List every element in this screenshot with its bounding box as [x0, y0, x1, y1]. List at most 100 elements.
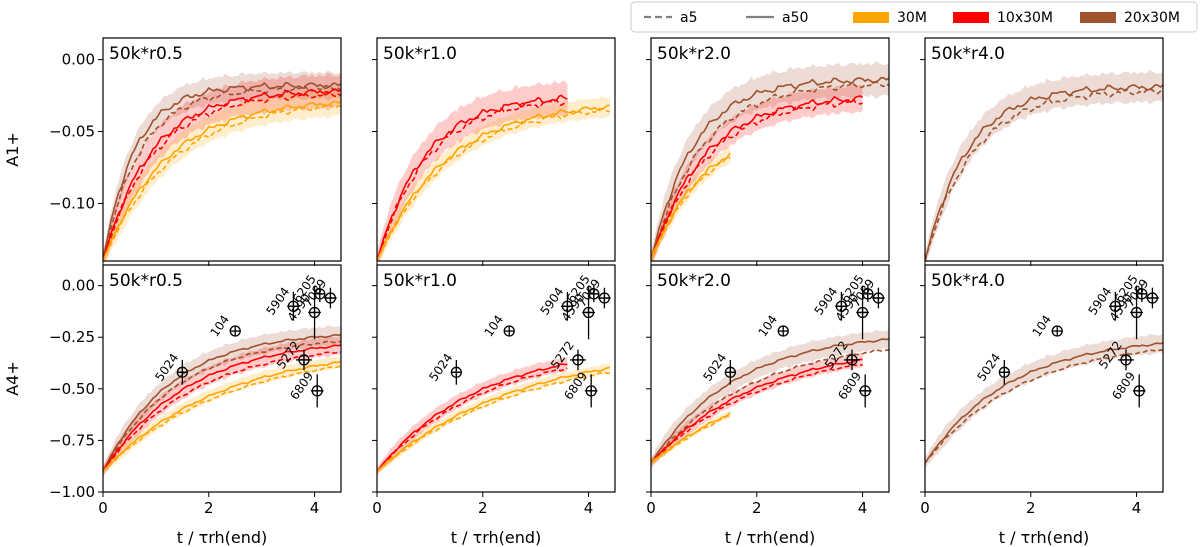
series-line-20x30M-a5: [651, 349, 889, 464]
series-line-10x30M-a5: [103, 91, 341, 261]
series-line-30M-a50: [103, 360, 341, 472]
legend-label-a5: a5: [680, 10, 698, 26]
obs-label-5272: 5272: [548, 338, 577, 371]
panel-title: 50k*r4.0: [931, 271, 1005, 291]
obs-label-104: 104: [755, 313, 780, 340]
band-30M: [651, 146, 731, 261]
obs-label-6809: 6809: [1109, 369, 1138, 402]
legend-label-30M: 30M: [897, 10, 927, 26]
band-10x30M: [377, 80, 568, 261]
series-line-20x30M-a50: [651, 76, 889, 261]
plot-area: [377, 80, 610, 261]
panel-r0c3: 50k*r4.0: [920, 37, 1164, 266]
x-tick-label: 0: [646, 499, 656, 517]
x-axis-label: t / τrh(end): [177, 528, 268, 547]
series-line-30M-a5: [103, 365, 341, 472]
x-tick-label: 4: [310, 499, 320, 517]
panel-title: 50k*r2.0: [657, 44, 731, 64]
panel-r0c0: 50k*r0.5 0.00 −0.05 −0.10 A1+: [3, 37, 342, 266]
series-line-10x30M-a5: [651, 363, 863, 464]
series-line-20x30M-a5: [925, 349, 1163, 464]
panel-r0c1: 50k*r1.0: [372, 37, 616, 266]
series-line-10x30M-a50: [377, 363, 568, 472]
series-line-20x30M-a5: [651, 81, 889, 261]
legend-swatch-30M: [853, 12, 889, 23]
x-tick-label: 0: [372, 499, 382, 517]
x-tick-label: 4: [584, 499, 594, 517]
series-line-30M-a50: [103, 100, 341, 261]
y-tick-label: 0.00: [62, 51, 95, 69]
legend-label-10x30M: 10x30M: [997, 10, 1053, 26]
plot-area: [377, 357, 610, 476]
series-line-20x30M-a5: [925, 88, 1163, 261]
series-line-10x30M-a5: [377, 367, 568, 472]
series-line-20x30M-a50: [651, 337, 889, 464]
band-20x30M: [103, 70, 341, 261]
band-20x30M: [651, 329, 889, 469]
series-line-30M-a5: [377, 107, 610, 261]
series-line-10x30M-a5: [651, 98, 863, 261]
y-tick-label: −1.00: [49, 483, 95, 501]
axes-frame: [650, 37, 890, 262]
x-tick-label: 0: [98, 499, 108, 517]
plot-area: [651, 329, 889, 469]
panel-r0c2: 50k*r2.0: [646, 37, 890, 266]
plot-area: [103, 70, 341, 261]
panel-r1c2: 104502459044590620570895272680950k*r2.00…: [646, 264, 890, 547]
legend-label-20x30M: 20x30M: [1124, 10, 1180, 26]
series-line-10x30M-a50: [651, 358, 863, 464]
series-line-10x30M-a5: [103, 351, 341, 472]
x-tick-label: 2: [752, 499, 762, 517]
axes-frame: [376, 37, 616, 262]
series-line-20x30M-a50: [103, 333, 341, 472]
band-20x30M: [925, 69, 1163, 261]
series-line-10x30M-a5: [377, 99, 568, 261]
plot-area: [103, 325, 341, 478]
panel-title: 50k*r0.5: [109, 271, 183, 291]
obs-label-104: 104: [207, 313, 232, 340]
axes-frame: [650, 264, 890, 493]
series-line-30M-a5: [377, 371, 610, 473]
obs-label-104: 104: [481, 313, 506, 340]
series-line-10x30M-a50: [651, 95, 863, 261]
band-30M: [103, 88, 341, 261]
legend-swatch-20x30M: [1080, 12, 1116, 23]
x-axis-label: t / τrh(end): [999, 528, 1090, 547]
series-line-30M-a5: [651, 415, 731, 464]
legend-label-a50: a50: [782, 10, 808, 26]
x-tick-label: 0: [920, 499, 930, 517]
series-line-30M-a5: [651, 156, 731, 261]
band-30M: [103, 355, 341, 475]
legend-swatch-10x30M: [953, 12, 989, 23]
y-axis-label: A4+: [3, 361, 22, 396]
x-tick-label: 2: [1026, 499, 1036, 517]
y-tick-label: −0.05: [49, 123, 95, 141]
band-20x30M: [651, 60, 889, 261]
series-line-30M-a50: [377, 366, 610, 472]
band-30M: [377, 96, 610, 261]
x-tick-label: 4: [858, 499, 868, 517]
panel-grid: 50k*r0.5 0.00 −0.05 −0.10 A1+ 50k*r1.0 50k*r2.…: [3, 37, 1164, 547]
legend-frame: [630, 1, 1198, 33]
axes-frame: [102, 264, 342, 493]
series-line-30M-a50: [377, 104, 610, 261]
panel-title: 50k*r4.0: [931, 44, 1005, 64]
x-axis-label: t / τrh(end): [451, 528, 542, 547]
panel-title: 50k*r0.5: [109, 44, 183, 64]
panel-r1c3: 104502459044590620570895272680950k*r4.00…: [920, 264, 1164, 547]
plot-area: [651, 60, 889, 261]
y-tick-label: −0.50: [49, 380, 95, 398]
obs-label-5024: 5024: [426, 351, 455, 384]
panel-title: 50k*r1.0: [383, 271, 457, 291]
axes-frame: [102, 37, 342, 262]
panel-title: 50k*r2.0: [657, 271, 731, 291]
axes-frame: [924, 37, 1164, 262]
axes-frame: [924, 264, 1164, 493]
series-line-20x30M-a50: [925, 84, 1163, 261]
plot-area: [925, 333, 1163, 469]
x-axis-label: t / τrh(end): [725, 528, 816, 547]
band-30M: [651, 410, 731, 466]
y-tick-label: −0.25: [49, 328, 95, 346]
series-line-10x30M-a50: [103, 344, 341, 472]
